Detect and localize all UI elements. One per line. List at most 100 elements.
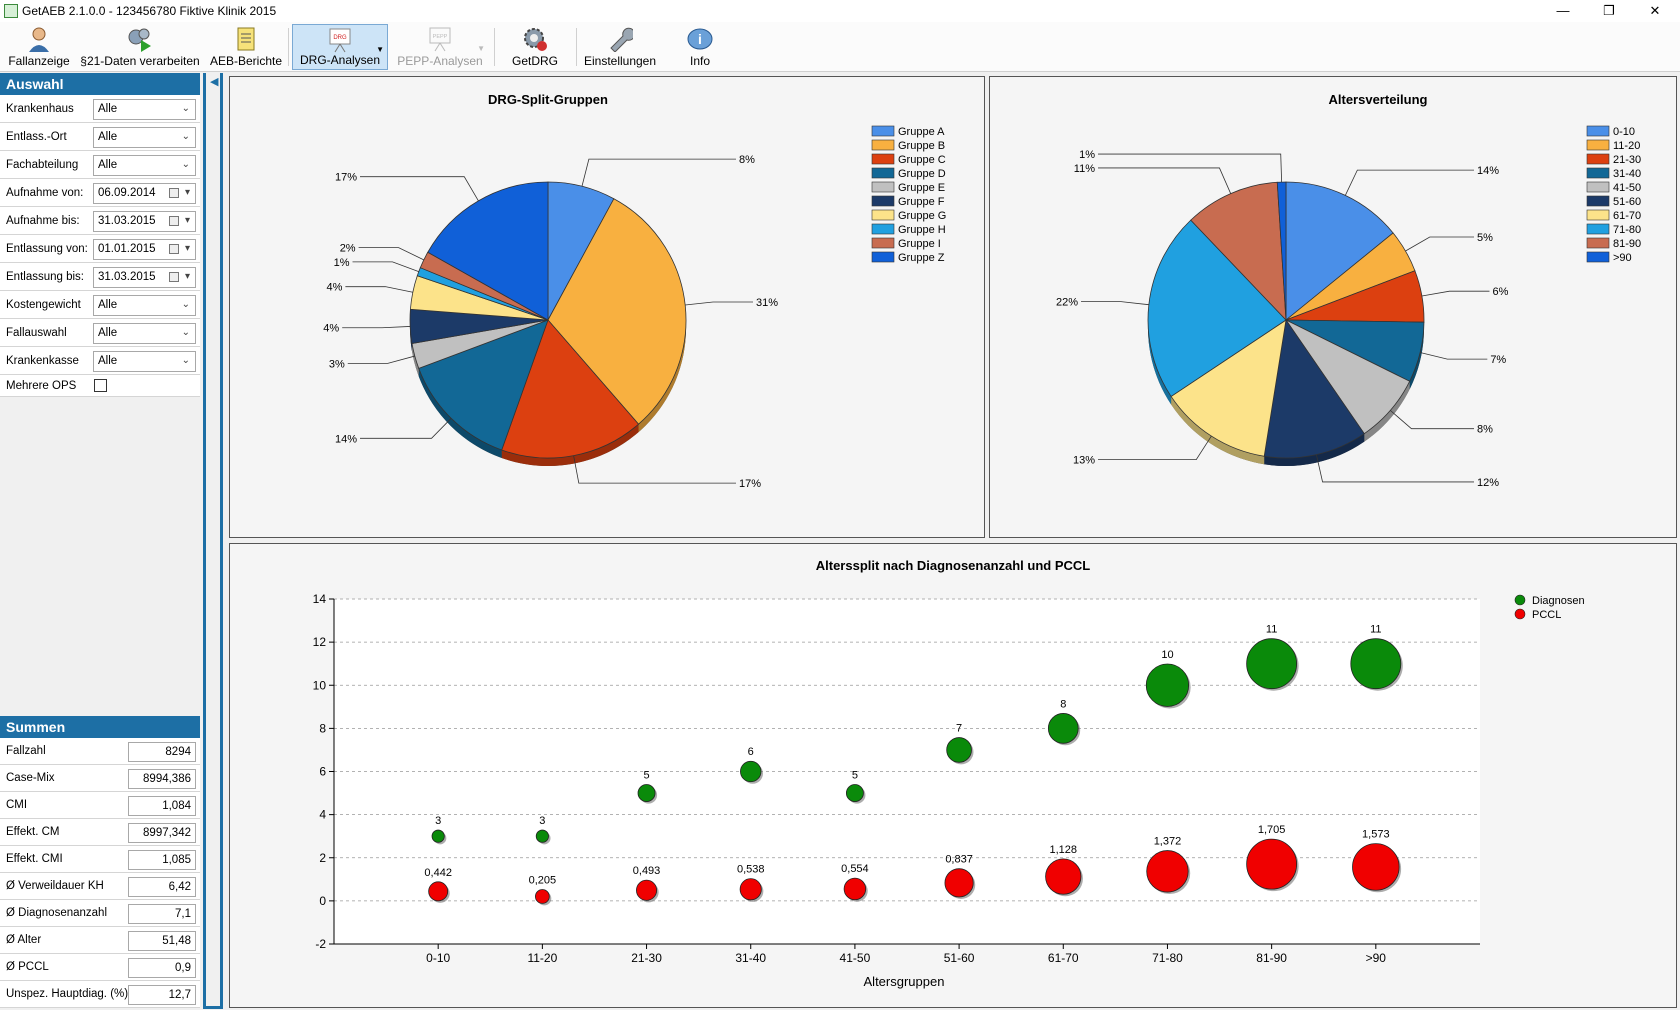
bubble[interactable] <box>1045 858 1082 895</box>
calendar-icon[interactable] <box>169 244 179 254</box>
altersverteilung-pie-chart: Altersverteilung 14% 5% 6% 7% 8% 12% 13% 22% 11%… <box>1056 92 1641 489</box>
fachabteilung-combo[interactable]: Alle ⌄ <box>93 155 196 176</box>
date-value: 06.09.2014 <box>98 187 156 199</box>
entlassung-bis-date[interactable]: 31.03.2015 ▾ <box>93 267 196 288</box>
minimize-button[interactable]: — <box>1556 3 1570 18</box>
pccl-bubble[interactable] <box>1246 838 1299 892</box>
pccl-bubble[interactable] <box>535 889 552 906</box>
pccl-bubble[interactable] <box>843 877 868 902</box>
pccl-bubble[interactable] <box>944 868 976 899</box>
bubble[interactable] <box>1145 663 1190 707</box>
legend-swatch <box>871 195 895 207</box>
pccl-bubble[interactable] <box>636 879 659 903</box>
chevron-down-icon: ⌄ <box>181 159 190 170</box>
diagnosen-bubble[interactable] <box>1145 663 1191 709</box>
bubble[interactable] <box>843 877 867 901</box>
chevron-down-icon[interactable]: ▼ <box>477 44 485 53</box>
bubble[interactable] <box>637 784 656 802</box>
toolbar-label: PEPP-Analysen <box>397 54 483 68</box>
calendar-icon[interactable] <box>169 188 179 198</box>
pie-slice[interactable] <box>1263 318 1365 459</box>
bubble[interactable] <box>1047 713 1079 744</box>
bubble[interactable] <box>428 881 449 902</box>
filter-label: Kostengewicht <box>6 299 81 311</box>
drg-split-pie-chart: DRG-Split-Gruppen 8% 31% 17% 14% 3% 4% 4% 1% 2% 1… <box>323 92 946 490</box>
chevron-down-icon[interactable]: ▼ <box>376 45 384 54</box>
bubble[interactable] <box>845 784 864 802</box>
pccl-bubble[interactable] <box>1146 850 1191 895</box>
pepp-analysen-button[interactable]: PEPP PEPP-Analysen ▼ <box>392 24 488 70</box>
kostengewicht-combo[interactable]: Alle ⌄ <box>93 295 196 316</box>
pccl-bubble[interactable] <box>1045 858 1083 897</box>
aufnahme-von-date[interactable]: 06.09.2014 ▾ <box>93 183 196 204</box>
bubble[interactable] <box>535 829 549 843</box>
calendar-icon[interactable] <box>169 216 179 226</box>
pccl-bubble[interactable] <box>428 881 450 903</box>
bubble-label: 0,205 <box>529 875 557 887</box>
drg-analysen-button[interactable]: DRG DRG-Analysen ▼ <box>292 24 388 70</box>
chevron-down-icon[interactable]: ▾ <box>184 271 190 282</box>
diagnosen-bubble[interactable] <box>845 784 866 804</box>
y-tick-label: 0 <box>319 894 326 908</box>
bubble[interactable] <box>1246 838 1298 890</box>
pie-slice[interactable] <box>427 181 549 321</box>
diagnosen-bubble[interactable] <box>1350 638 1403 691</box>
bubble[interactable] <box>944 868 974 898</box>
legend-label: Gruppe A <box>898 126 945 138</box>
chevron-down-icon[interactable]: ▾ <box>184 215 190 226</box>
bubble[interactable] <box>535 889 550 904</box>
einstellungen-button[interactable]: Einstellungen <box>582 24 658 70</box>
aeb-berichte-button[interactable]: AEB-Berichte <box>208 24 284 70</box>
panel-splitter[interactable]: ◀ <box>201 73 225 1010</box>
fallanzeige-button[interactable]: Fallanzeige <box>4 24 74 70</box>
bubble-label: 0,554 <box>841 863 869 875</box>
mehrere-ops-checkbox[interactable] <box>94 379 107 392</box>
slice-label: 3% <box>329 358 345 370</box>
aufnahme-bis-date[interactable]: 31.03.2015 ▾ <box>93 211 196 232</box>
krankenhaus-combo[interactable]: Alle ⌄ <box>93 99 196 120</box>
info-button[interactable]: i Info <box>664 24 736 70</box>
pie-slice[interactable] <box>1285 181 1394 321</box>
restore-button[interactable]: ❐ <box>1603 3 1615 18</box>
filter-row-entlassung-bis: Entlassung bis: 31.03.2015 ▾ <box>0 263 200 291</box>
close-button[interactable]: ✕ <box>1649 3 1661 18</box>
pie-slice[interactable] <box>418 319 549 451</box>
collapse-arrow-icon[interactable]: ◀ <box>210 76 219 88</box>
bubble[interactable] <box>739 878 762 901</box>
bubble[interactable] <box>1350 638 1402 690</box>
slice-label: 14% <box>1477 165 1499 177</box>
entlass-ort-combo[interactable]: Alle ⌄ <box>93 127 196 148</box>
pie-slice[interactable] <box>1190 181 1287 322</box>
calendar-icon[interactable] <box>169 272 179 282</box>
bubble[interactable] <box>1352 843 1400 891</box>
slice-label: 8% <box>1477 424 1493 436</box>
pccl-bubble[interactable] <box>1352 843 1402 893</box>
diagnosen-bubble[interactable] <box>740 760 763 784</box>
user-icon <box>29 27 49 52</box>
gear-globe-icon <box>524 28 547 51</box>
bubble[interactable] <box>1146 850 1189 893</box>
diagnosen-bubble[interactable] <box>431 829 447 845</box>
getdrg-button[interactable]: GetDRG <box>500 24 570 70</box>
diagnosen-bubble[interactable] <box>637 784 658 804</box>
chevron-down-icon[interactable]: ▾ <box>184 243 190 254</box>
bubble[interactable] <box>946 737 972 763</box>
bubble[interactable] <box>740 760 762 783</box>
chevron-down-icon[interactable]: ▾ <box>184 187 190 198</box>
bubble[interactable] <box>636 879 658 901</box>
diagnosen-bubble[interactable] <box>1047 713 1081 746</box>
pie-slice[interactable] <box>1276 181 1287 321</box>
daten-verarbeiten-button[interactable]: §21-Daten verarbeiten <box>78 24 202 70</box>
krankenkasse-combo[interactable]: Alle ⌄ <box>93 351 196 372</box>
fallauswahl-combo[interactable]: Alle ⌄ <box>93 323 196 344</box>
bubble[interactable] <box>1246 638 1298 690</box>
bubble[interactable] <box>431 829 445 843</box>
entlassung-von-date[interactable]: 01.01.2015 ▾ <box>93 239 196 260</box>
slice-label: 4% <box>323 323 339 335</box>
diagnosen-bubble[interactable] <box>946 737 974 765</box>
pccl-bubble[interactable] <box>739 878 764 902</box>
toolbar-label: DRG-Analysen <box>299 53 381 67</box>
splitter-bar[interactable] <box>203 73 223 1009</box>
diagnosen-bubble[interactable] <box>1246 638 1299 691</box>
diagnosen-bubble[interactable] <box>535 829 551 845</box>
